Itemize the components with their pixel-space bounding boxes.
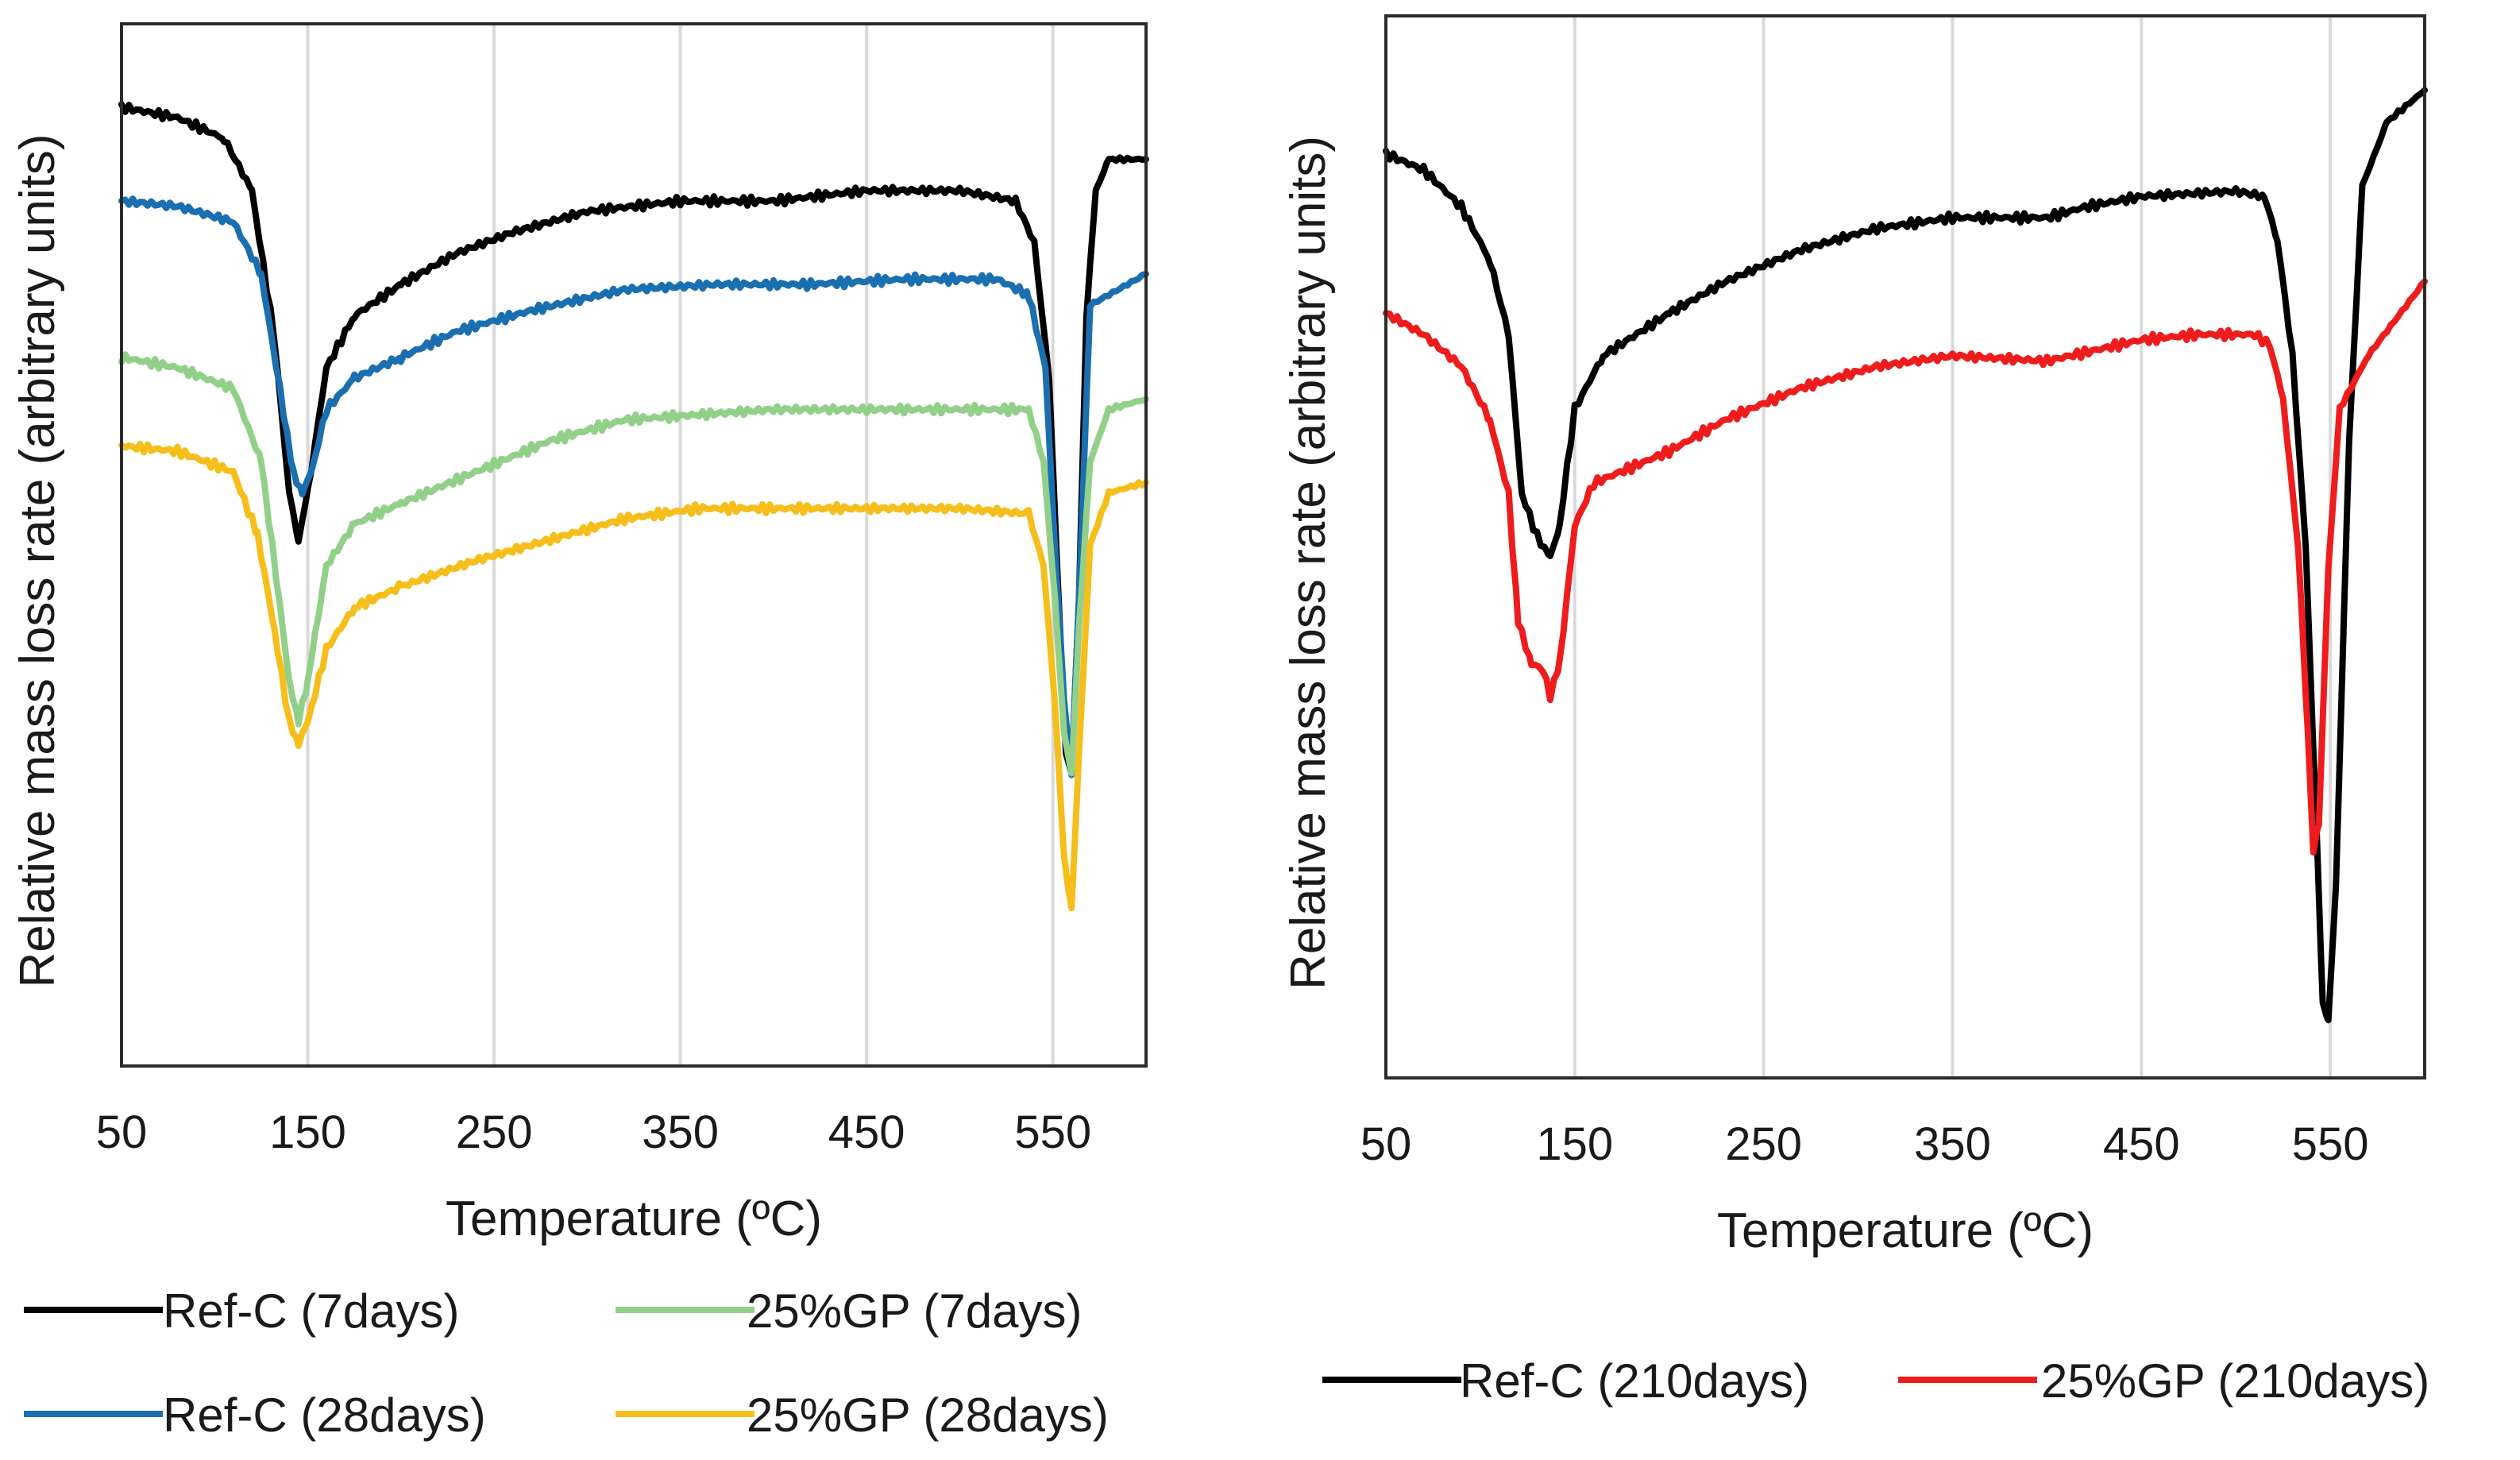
- right-xtick-label-250: 250: [1725, 1118, 1802, 1170]
- chart-panel-left: 50 150 250 350 450 550 Temperature (ºC) Relativ…: [10, 22, 1149, 1442]
- left-legend-label-3: 25%GP (7days): [747, 1284, 1082, 1338]
- left-xtick-label-350: 350: [642, 1107, 719, 1158]
- right-series-line-2: [1383, 278, 2428, 856]
- right-xtick-label-450: 450: [2103, 1118, 2180, 1170]
- left-series-line-3: [118, 351, 1149, 777]
- left-xtick-label-150: 150: [269, 1107, 346, 1158]
- right-xtick-label-550: 550: [2292, 1118, 2369, 1170]
- right-plot-frame: [1384, 14, 2426, 1080]
- right-xtick-label-150: 150: [1536, 1118, 1613, 1170]
- right-legend-label-1: Ref-C (210days): [1460, 1354, 1809, 1408]
- left-legend-label-2: Ref-C (28days): [163, 1389, 486, 1442]
- right-xtick-label-350: 350: [1914, 1118, 1991, 1170]
- right-series-line-1: [1383, 87, 2428, 1024]
- right-y-axis-title: Relative mass loss rate (arbitrary units…: [1281, 136, 1336, 990]
- left-xtick-label-450: 450: [828, 1107, 905, 1158]
- left-xtick-label-250: 250: [456, 1107, 533, 1158]
- left-legend-label-4: 25%GP (28days): [747, 1389, 1109, 1442]
- left-plot-frame: [120, 22, 1148, 1068]
- left-xtick-label-50: 50: [96, 1107, 148, 1158]
- right-legend-label-2: 25%GP (210days): [2041, 1354, 2429, 1408]
- left-legend-label-1: Ref-C (7days): [163, 1284, 459, 1338]
- right-xtick-label-50: 50: [1360, 1118, 1412, 1170]
- right-x-axis-title: Temperature (ºC): [1717, 1203, 2094, 1258]
- left-series-line-1: [118, 101, 1149, 777]
- left-series-line-2: [118, 195, 1149, 778]
- chart-panel-right: 50 150 250 350 450 550 Temperature (ºC) Relativ…: [1281, 14, 2429, 1408]
- left-series-line-4: [118, 440, 1149, 912]
- left-x-axis-title: Temperature (ºC): [446, 1192, 822, 1246]
- left-xtick-label-550: 550: [1014, 1107, 1091, 1158]
- left-y-axis-title: Relative mass loss rate (arbitrary units…: [10, 134, 65, 988]
